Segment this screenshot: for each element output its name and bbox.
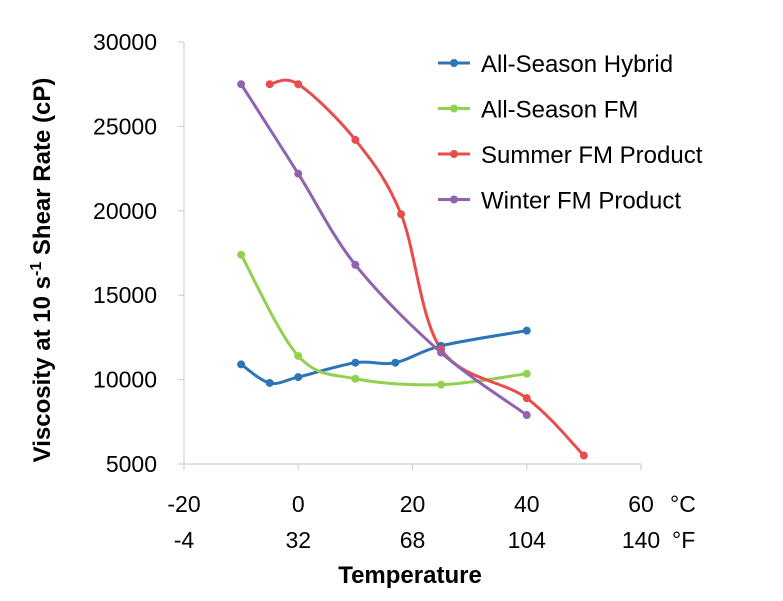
x-tick-label-fahrenheit: 104: [508, 527, 547, 553]
x-tick-label-celsius: 0: [292, 491, 305, 517]
axes: [178, 41, 642, 470]
legend-label-summer-fm-product: Summer FM Product: [481, 142, 703, 169]
x-tick-label-fahrenheit: 140: [622, 527, 660, 553]
legend-marker-summer-fm-product: [450, 150, 458, 158]
tick-labels: 5000 10000 15000 20000 25000 30000 -20 0 20 40 60 -…: [93, 29, 696, 553]
data-point-all-season-fm: [351, 374, 360, 383]
data-point-all-season-hybrid: [351, 358, 360, 367]
data-point-all-season-hybrid: [294, 373, 303, 382]
y-axis-title-superscript: -1: [28, 262, 45, 276]
data-point-all-season-hybrid: [391, 358, 400, 367]
legend: All-Season Hybrid All-Season FM Summer FM …: [438, 51, 703, 215]
data-point-winter-fm-product: [294, 169, 303, 178]
y-tick-label: 5000: [106, 451, 157, 477]
legend-marker-all-season-fm: [450, 104, 458, 113]
data-point-all-season-hybrid: [237, 360, 246, 369]
data-point-winter-fm-product: [522, 411, 531, 420]
y-axis-title: Viscosity at 10 s-1 Shear Rate (cP): [28, 78, 56, 463]
y-tick-label: 10000: [93, 367, 157, 393]
data-point-summer-fm-product: [351, 135, 360, 144]
x-tick-label-fahrenheit: -4: [174, 527, 195, 553]
legend-marker-winter-fm-product: [450, 195, 458, 204]
x-tick-label-celsius: -20: [167, 491, 200, 517]
series-line-all-season-fm: [239, 253, 529, 387]
data-point-all-season-fm: [437, 380, 446, 389]
y-axis-title-part1: Viscosity at 10 s: [29, 276, 56, 462]
x-axis-title: Temperature: [338, 562, 482, 589]
data-point-winter-fm-product: [351, 260, 360, 269]
y-tick-label: 20000: [93, 198, 157, 224]
data-point-summer-fm-product: [265, 80, 274, 89]
x-unit-celsius: °C: [670, 491, 696, 517]
x-unit-fahrenheit: °F: [672, 527, 695, 553]
series-points: [237, 80, 588, 460]
data-point-winter-fm-product: [237, 80, 246, 89]
y-tick-label: 30000: [93, 29, 157, 55]
x-tick-label-celsius: 20: [400, 491, 426, 517]
x-tick-label-celsius: 60: [628, 491, 654, 517]
data-point-summer-fm-product: [579, 451, 588, 460]
y-tick-label: 25000: [93, 113, 157, 139]
x-tick-label-fahrenheit: 68: [400, 527, 426, 553]
data-point-all-season-fm: [294, 351, 303, 360]
data-point-all-season-hybrid: [522, 326, 531, 335]
series-line-summer-fm-product: [268, 78, 586, 458]
data-point-all-season-hybrid: [265, 378, 274, 387]
series-line-winter-fm-product: [239, 82, 529, 417]
data-point-winter-fm-product: [437, 348, 446, 357]
x-tick-label-celsius: 40: [514, 491, 540, 517]
y-tick-label: 15000: [93, 282, 157, 308]
data-point-all-season-fm: [522, 369, 531, 378]
y-axis-title-part2: Shear Rate (cP): [29, 78, 56, 262]
data-point-summer-fm-product: [522, 394, 531, 403]
x-tick-label-fahrenheit: 32: [285, 527, 311, 553]
data-point-summer-fm-product: [397, 210, 406, 219]
data-point-summer-fm-product: [294, 80, 303, 89]
legend-label-all-season-hybrid: All-Season Hybrid: [481, 51, 673, 78]
legend-label-all-season-fm: All-Season FM: [481, 97, 638, 124]
legend-marker-all-season-hybrid: [450, 59, 458, 67]
data-point-all-season-fm: [237, 250, 246, 259]
legend-label-winter-fm-product: Winter FM Product: [481, 188, 681, 215]
series-lines: [239, 78, 586, 458]
